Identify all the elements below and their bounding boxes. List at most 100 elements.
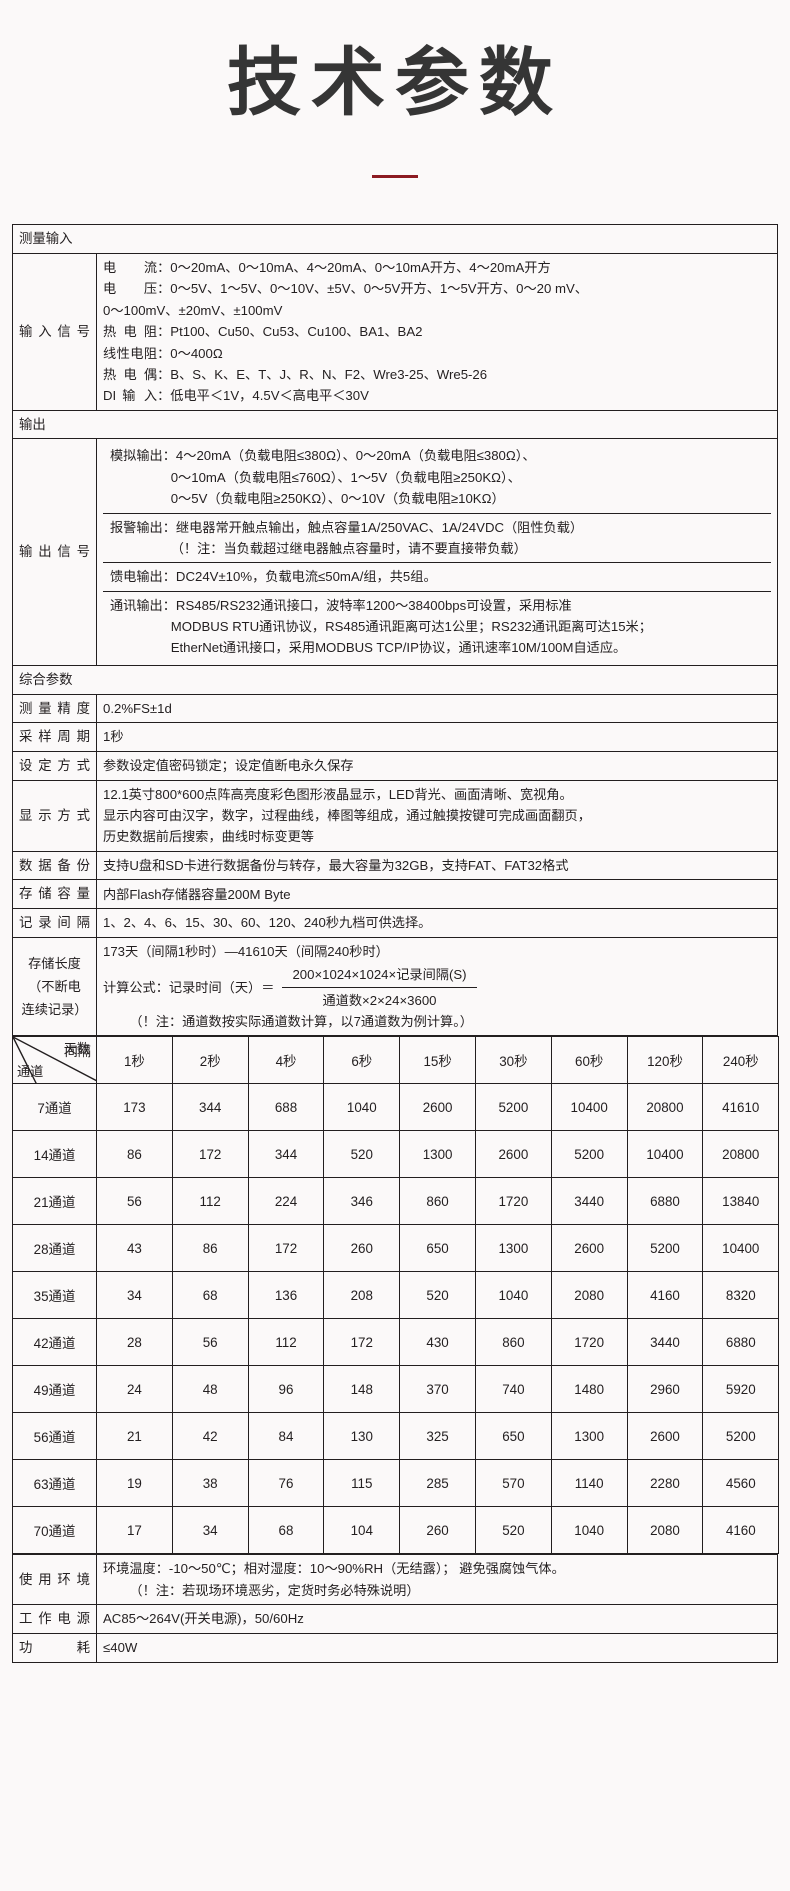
table-row: 35通道 34 68 136 208 520 1040 2080 4160 8320 <box>12 1271 780 1320</box>
matrix-cell-2-5: 1720 <box>474 1177 552 1226</box>
value-setting: 参数设定值密码锁定；设定值断电永久保存 <box>96 750 778 781</box>
matrix-cell-0-1: 344 <box>171 1083 249 1132</box>
matrix-cell-4-6: 2080 <box>550 1271 628 1320</box>
matrix-cell-9-8: 4160 <box>702 1506 780 1555</box>
input-di-value: 低电平＜1V，4.5V＜高电平＜30V <box>170 388 369 404</box>
matrix-cell-4-5: 1040 <box>474 1271 552 1320</box>
section-title-comprehensive: 综合参数 <box>12 664 778 695</box>
matrix-cell-7-2: 84 <box>247 1412 325 1461</box>
corner-label-interval: 间隔 <box>64 1044 91 1060</box>
matrix-cell-6-2: 96 <box>247 1365 325 1414</box>
matrix-row-header-1: 14通道 <box>12 1130 97 1179</box>
matrix-cell-2-6: 3440 <box>550 1177 628 1226</box>
formula-note: （！注：通道数按实际通道数计算，以7通道数为例计算。） <box>129 1013 473 1029</box>
storage-range-text: 173天（间隔1秒时）—41610天（间隔240秒时） <box>103 943 389 959</box>
table-row: 28通道 43 86 172 260 650 1300 2600 5200 10400 <box>12 1224 780 1273</box>
matrix-cell-5-8: 6880 <box>702 1318 780 1367</box>
matrix-cell-6-4: 370 <box>399 1365 476 1414</box>
matrix-row-header-3: 28通道 <box>12 1224 97 1273</box>
matrix-cell-1-3: 520 <box>323 1130 401 1179</box>
matrix-cell-5-2: 112 <box>247 1318 325 1367</box>
label-output-signal: 输出信号 <box>12 438 97 666</box>
spec-table-lower: 使用环境 环境温度：-10～50℃；相对湿度：10～90%RH（无结露）； 避免… <box>12 1554 778 1663</box>
input-voltage-line: 电 压：0～5V、1～5V、0～10V、±5V、0～5V开方、1～5V开方、0～… <box>103 278 771 299</box>
matrix-col-header-0: 1秒 <box>96 1036 173 1085</box>
value-power: AC85～264V(开关电源)，50/60Hz <box>96 1604 778 1634</box>
value-output-signal: 模拟输出：4～20mA（负载电阻≤380Ω）、0～20mA（负载电阻≤380Ω）… <box>96 438 778 666</box>
value-consumption: ≤40W <box>96 1632 778 1663</box>
value-storage-length: 173天（间隔1秒时）—41610天（间隔240秒时） 计算公式：记录时间（天）… <box>96 936 778 1037</box>
formula-denominator: 通道数×2×24×3600 <box>282 986 477 1011</box>
matrix-col-header-7: 120秒 <box>626 1036 704 1085</box>
label-storage-length-2: （不断电 <box>28 979 81 995</box>
matrix-cell-6-6: 1480 <box>550 1365 628 1414</box>
value-environment: 环境温度：-10～50℃；相对湿度：10～90%RH（无结露）； 避免强腐蚀气体… <box>96 1554 778 1606</box>
matrix-cell-4-2: 136 <box>247 1271 325 1320</box>
corner-label-days: 天数 <box>63 1041 90 1057</box>
label-display: 显示方式 <box>12 779 97 852</box>
output-alarm-line-2: （！注：当负载超过继电器触点容量时，请不要直接带负载） <box>170 540 527 556</box>
page-title: 技术参数 <box>227 41 563 124</box>
row-backup: 数据备份 支持U盘和SD卡进行数据备份与转存，最大容量为32GB，支持FAT、F… <box>12 850 778 881</box>
table-row: 7通道 173 344 688 1040 2600 5200 10400 20800 41610 <box>12 1083 780 1132</box>
spec-table-upper: 测量输入 输入信号 电 流：0～20mA、0～10mA、4～20mA、0～10m… <box>12 224 778 1037</box>
matrix-cell-6-7: 2960 <box>626 1365 704 1414</box>
table-row: 70通道 17 34 68 104 260 520 1040 2080 4160 <box>12 1506 780 1555</box>
matrix-cell-9-3: 104 <box>323 1506 401 1555</box>
matrix-cell-9-2: 68 <box>247 1506 325 1555</box>
matrix-row-header-4: 35通道 <box>12 1271 97 1320</box>
label-backup: 数据备份 <box>12 850 97 881</box>
matrix-cell-6-0: 24 <box>96 1365 173 1414</box>
matrix-cell-6-3: 148 <box>323 1365 401 1414</box>
matrix-cell-8-8: 4560 <box>702 1459 780 1508</box>
label-power: 工作电源 <box>12 1604 97 1634</box>
output-comm-line-3: EtherNet通讯接口，采用MODBUS TCP/IP协议，通讯速率10M/1… <box>170 640 627 656</box>
section-title-measure-input: 测量输入 <box>12 224 778 255</box>
input-thermocouple-line: 热 电 偶：B、S、K、E、T、J、R、N、F2、Wre3-25、Wre5-26 <box>103 364 771 385</box>
input-current-key: 电 流 <box>103 260 158 276</box>
row-capacity: 存储容量 内部Flash存储器容量200M Byte <box>12 879 778 910</box>
matrix-cell-1-0: 86 <box>96 1130 173 1179</box>
row-record-interval: 记录间隔 1、2、4、6、15、30、60、120、240秒九档可供选择。 <box>12 908 778 938</box>
output-analog-line-3: 0～5V（负载电阻≥250KΩ）、0～10V（负载电阻≥10KΩ） <box>170 491 505 507</box>
matrix-cell-2-1: 112 <box>171 1177 249 1226</box>
label-input-signal: 输入信号 <box>12 253 97 411</box>
output-alarm-group: 报警输出：继电器常开触点输出，触点容量1A/250VAC、1A/24VDC（阻性… <box>103 513 771 564</box>
matrix-cell-3-3: 260 <box>323 1224 401 1273</box>
matrix-cell-9-1: 34 <box>171 1506 249 1555</box>
matrix-row-header-9: 70通道 <box>12 1506 97 1555</box>
matrix-cell-3-2: 172 <box>247 1224 325 1273</box>
value-accuracy: 0.2%FS±1d <box>96 693 778 724</box>
section-row-output: 输出 <box>12 409 778 440</box>
matrix-cell-6-1: 48 <box>171 1365 249 1414</box>
matrix-col-header-5: 30秒 <box>474 1036 552 1085</box>
input-di-line: DI 输 入：低电平＜1V，4.5V＜高电平＜30V <box>103 385 771 406</box>
matrix-col-header-4: 15秒 <box>399 1036 476 1085</box>
spec-table-container: 测量输入 输入信号 电 流：0～20mA、0～10mA、4～20mA、0～10m… <box>0 178 790 1686</box>
matrix-cell-8-5: 570 <box>474 1459 552 1508</box>
row-input-signal: 输入信号 电 流：0～20mA、0～10mA、4～20mA、0～10mA开方、4… <box>12 253 778 411</box>
value-input-signal: 电 流：0～20mA、0～10mA、4～20mA、0～10mA开方、4～20mA… <box>96 253 778 411</box>
matrix-cell-9-7: 2080 <box>626 1506 704 1555</box>
matrix-col-header-2: 4秒 <box>247 1036 325 1085</box>
label-accuracy: 测量精度 <box>12 693 97 724</box>
matrix-cell-7-7: 2600 <box>626 1412 704 1461</box>
label-consumption: 功 耗 <box>12 1632 97 1663</box>
display-line-1: 12.1英寸800*600点阵高亮度彩色图形液晶显示，LED背光、画面清晰、宽视… <box>103 786 573 802</box>
label-capacity: 存储容量 <box>12 879 97 910</box>
row-setting: 设定方式 参数设定值密码锁定；设定值断电永久保存 <box>12 750 778 781</box>
matrix-row-header-7: 56通道 <box>12 1412 97 1461</box>
matrix-row-header-0: 7通道 <box>12 1083 97 1132</box>
input-linear-line: 线性电阻：0～400Ω <box>103 343 771 364</box>
matrix-row-header-5: 42通道 <box>12 1318 97 1367</box>
matrix-cell-8-2: 76 <box>247 1459 325 1508</box>
label-sampling: 采样周期 <box>12 722 97 752</box>
matrix-row-header-8: 63通道 <box>12 1459 97 1508</box>
section-title-output: 输出 <box>12 409 778 440</box>
matrix-cell-8-0: 19 <box>96 1459 173 1508</box>
display-line-2: 显示内容可由汉字，数字，过程曲线，棒图等组成，通过触摸按键可完成画面翻页， <box>103 807 591 823</box>
matrix-row-header-2: 21通道 <box>12 1177 97 1226</box>
output-alarm-line-1: 报警输出：继电器常开触点输出，触点容量1A/250VAC、1A/24VDC（阻性… <box>110 519 584 535</box>
matrix-cell-9-5: 520 <box>474 1506 552 1555</box>
table-row: 42通道 28 56 112 172 430 860 1720 3440 6880 <box>12 1318 780 1367</box>
